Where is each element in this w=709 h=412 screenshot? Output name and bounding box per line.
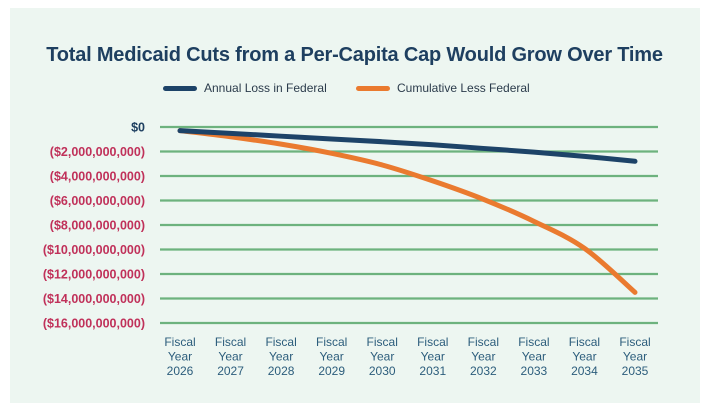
x-tick-label-line: 2027 — [217, 364, 244, 378]
legend-label-annual: Annual Loss in Federal — [204, 81, 327, 95]
legend-item-annual: Annual Loss in Federal — [163, 81, 327, 95]
y-tick-label: ($4,000,000,000) — [50, 170, 145, 184]
series-line-cumulative — [177, 128, 638, 295]
x-tick-label: Fiscal Year 2029 — [316, 335, 347, 378]
x-tick-label-line: 2026 — [167, 364, 194, 378]
y-tick-label: $0 — [131, 121, 145, 135]
x-tick-label: Fiscal Year 2030 — [367, 335, 398, 378]
x-tick-label-line: Year — [168, 350, 192, 364]
x-tick-label: Fiscal Year 2026 — [164, 335, 195, 378]
chart-title: Total Medicaid Cuts from a Per-Capita Ca… — [46, 44, 663, 66]
x-tick-label-line: Fiscal — [468, 335, 499, 349]
x-tick-label-line: Year — [320, 350, 344, 364]
y-tick-label: ($16,000,000,000) — [43, 317, 145, 331]
x-tick-label-line: Year — [471, 350, 495, 364]
x-tick-label: Fiscal Year 2027 — [215, 335, 246, 378]
chart-card — [10, 8, 700, 403]
legend-label-cumulative: Cumulative Less Federal — [397, 81, 530, 95]
chart-legend: Annual Loss in Federal Cumulative Less F… — [0, 81, 709, 99]
x-tick-label-line: Fiscal — [316, 335, 347, 349]
y-tick-label: ($12,000,000,000) — [43, 268, 145, 282]
x-tick-label-line: 2030 — [369, 364, 396, 378]
x-tick-label-line: Year — [623, 350, 647, 364]
series-line-annual-loss — [177, 128, 638, 164]
x-tick-label-line: Year — [522, 350, 546, 364]
x-tick-label: Fiscal Year 2028 — [265, 335, 296, 378]
x-tick-label: Fiscal Year 2031 — [417, 335, 448, 378]
gridlines — [160, 125, 658, 325]
x-tick-label-line: Fiscal — [619, 335, 650, 349]
x-tick-label: Fiscal Year 2032 — [468, 335, 499, 378]
x-tick-label-line: Fiscal — [417, 335, 448, 349]
y-tick-label: ($14,000,000,000) — [43, 292, 145, 306]
y-tick-label: ($2,000,000,000) — [50, 145, 145, 159]
x-tick-label-line: 2033 — [521, 364, 548, 378]
x-tick-label-line: Year — [370, 350, 394, 364]
legend-swatch-cumulative — [356, 85, 390, 91]
x-tick-label-line: Fiscal — [518, 335, 549, 349]
x-tick-label-line: Fiscal — [265, 335, 296, 349]
x-tick-label: Fiscal Year 2033 — [518, 335, 549, 378]
x-tick-label-line: 2034 — [571, 364, 598, 378]
legend-swatch-annual — [163, 85, 197, 91]
x-tick-label-line: 2031 — [419, 364, 446, 378]
x-tick-label: Fiscal Year 2035 — [619, 335, 650, 378]
x-tick-label-line: Fiscal — [569, 335, 600, 349]
x-tick-label-line: Year — [269, 350, 293, 364]
x-tick-label-line: 2035 — [622, 364, 649, 378]
legend-item-cumulative: Cumulative Less Federal — [356, 81, 530, 95]
x-tick-label-line: Year — [218, 350, 242, 364]
x-tick-label-line: 2028 — [268, 364, 295, 378]
x-tick-label-line: Fiscal — [367, 335, 398, 349]
x-tick-label-line: Year — [421, 350, 445, 364]
x-tick-label-line: Year — [572, 350, 596, 364]
x-tick-label-line: 2032 — [470, 364, 497, 378]
x-tick-label: Fiscal Year 2034 — [569, 335, 600, 378]
x-tick-label-line: 2029 — [318, 364, 345, 378]
y-tick-label: ($10,000,000,000) — [43, 243, 145, 257]
series-lines — [177, 128, 638, 295]
y-tick-label: ($8,000,000,000) — [50, 219, 145, 233]
y-axis-ticks: $0 ($2,000,000,000) ($4,000,000,000) ($6,00… — [43, 121, 145, 331]
x-tick-label-line: Fiscal — [215, 335, 246, 349]
y-tick-label: ($6,000,000,000) — [50, 194, 145, 208]
x-tick-label-line: Fiscal — [164, 335, 195, 349]
